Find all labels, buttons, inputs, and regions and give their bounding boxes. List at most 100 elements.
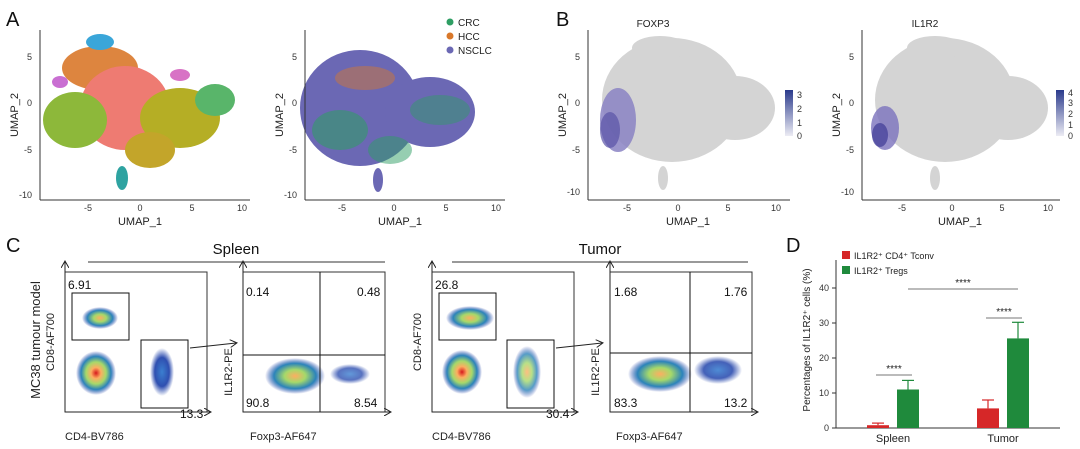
feature-title: IL1R2	[912, 19, 939, 30]
ytick: -5	[572, 145, 580, 155]
legend-dot-hcc	[446, 32, 454, 40]
colorbar-tick: 2	[797, 104, 802, 114]
umap-datasets: 5 0 -5 -10 -5 0 5 10 UMAP_1 UMAP_2 CRC H…	[274, 18, 505, 228]
legend-swatch	[842, 266, 850, 274]
freq-cd8: 6.91	[68, 278, 92, 292]
colorbar-tick: 1	[1068, 120, 1073, 130]
gate-cd8	[438, 292, 497, 341]
gate-arrow	[189, 343, 236, 349]
flow-ylabel: CD8-AF700	[45, 313, 57, 371]
flow-xlabel: Foxp3-AF647	[250, 431, 317, 443]
freq-cd4: 30.4	[546, 407, 570, 421]
significance-label: ****	[886, 364, 902, 375]
population-cd4	[150, 348, 174, 396]
bar-ytick-label: 40	[819, 283, 829, 293]
umap-clusters: 5 0 -5 -10 -5 0 5 10 UMAP_1 UMAP_2	[9, 30, 250, 228]
model-label: MC38 tumour model	[28, 281, 43, 399]
flow-ylabel: CD8-AF700	[412, 313, 424, 371]
xtick: 0	[137, 203, 142, 213]
legend-swatch	[842, 251, 850, 259]
umap-foxp3: FOXP3 5 0 -5 -10 -5 0 5 10 UMAP_1 UMAP_2…	[557, 19, 802, 228]
xlabel: UMAP_1	[118, 216, 162, 228]
xtick: 0	[949, 203, 954, 213]
bar-ytick-label: 10	[819, 388, 829, 398]
ylabel: UMAP_2	[274, 93, 286, 137]
xlabel: UMAP_1	[666, 216, 710, 228]
xtick: 5	[189, 203, 194, 213]
xtick: 10	[1043, 203, 1053, 213]
xtick: 10	[771, 203, 781, 213]
freq-cd8: 26.8	[435, 278, 459, 292]
xtick: 5	[999, 203, 1004, 213]
population-cd8	[446, 306, 494, 330]
bar-category-label: Tumor	[987, 433, 1019, 445]
umap-a1-blobs	[43, 34, 235, 190]
ytick: -10	[567, 187, 580, 197]
gate-cd4	[506, 339, 555, 409]
ytick: -10	[19, 190, 32, 200]
umap-a2-blobs	[300, 50, 475, 192]
quad-lr: 13.2	[724, 396, 748, 410]
xlabel: UMAP_1	[938, 216, 982, 228]
dataset-legend: CRC HCC NSCLC	[446, 18, 492, 57]
population-foxp3-neg	[265, 358, 325, 394]
feature-title: FOXP3	[637, 19, 670, 30]
quad-ur: 0.48	[357, 285, 381, 299]
significance-label: ****	[996, 307, 1012, 318]
xtick: 5	[725, 203, 730, 213]
ytick: 0	[849, 98, 854, 108]
group-header-tumor: Tumor	[579, 241, 622, 258]
gate-cd8	[71, 292, 130, 341]
panel-label-d: D	[786, 235, 800, 257]
freq-cd4: 13.3	[180, 407, 204, 421]
flow-ylabel: IL1R2-PE	[590, 348, 602, 396]
population-dn	[76, 351, 116, 395]
xtick: 0	[391, 203, 396, 213]
ytick: 5	[575, 52, 580, 62]
ylabel: UMAP_2	[557, 93, 569, 137]
flow-tumor-foxp3-il1r2: 1.68 1.76 83.3 13.2 Foxp3-AF647 IL1R2-PE	[590, 262, 757, 443]
bar	[897, 389, 919, 428]
ytick: -5	[289, 145, 297, 155]
colorbar-tick: 3	[797, 90, 802, 100]
gate-arrow	[555, 343, 602, 349]
quad-ll: 90.8	[246, 396, 270, 410]
xtick: 0	[675, 203, 680, 213]
ytick: -5	[846, 145, 854, 155]
colorbar-tick: 3	[1068, 98, 1073, 108]
bar	[867, 425, 889, 428]
legend-label: HCC	[458, 32, 480, 43]
ytick: 0	[292, 98, 297, 108]
xtick: -5	[338, 203, 346, 213]
umap-b1-blobs	[600, 36, 775, 190]
colorbar-tick: 0	[1068, 131, 1073, 141]
xtick: 10	[237, 203, 247, 213]
panel-label-a: A	[6, 9, 20, 31]
ytick: 5	[849, 52, 854, 62]
flow-spleen-cd4-cd8: 6.91 13.3 CD4-BV786 CD8-AF700	[45, 262, 210, 443]
ylabel: UMAP_2	[9, 93, 21, 137]
ytick: 5	[292, 52, 297, 62]
flow-xlabel: CD4-BV786	[65, 431, 124, 443]
colorbar-tick: 2	[1068, 109, 1073, 119]
quad-ul: 1.68	[614, 285, 638, 299]
colorbar-tick: 0	[797, 131, 802, 141]
population-foxp3-pos	[694, 356, 742, 384]
xtick: -5	[623, 203, 631, 213]
bar	[977, 408, 999, 428]
population-cd8	[82, 307, 118, 329]
panel-label-b: B	[556, 9, 569, 31]
ytick: -5	[24, 145, 32, 155]
flow-ylabel: IL1R2-PE	[223, 348, 235, 396]
xtick: 5	[443, 203, 448, 213]
quad-ul: 0.14	[246, 285, 270, 299]
quad-ur: 1.76	[724, 285, 748, 299]
bar	[1007, 338, 1029, 428]
population-foxp3-pos	[330, 364, 370, 384]
ytick: -10	[841, 187, 854, 197]
xtick: -5	[898, 203, 906, 213]
bar-ytick-label: 20	[819, 353, 829, 363]
legend-label: IL1R2⁺ CD4⁺ Tconv	[854, 251, 934, 261]
group-header-spleen: Spleen	[213, 241, 260, 258]
significance-label: ****	[955, 278, 971, 289]
